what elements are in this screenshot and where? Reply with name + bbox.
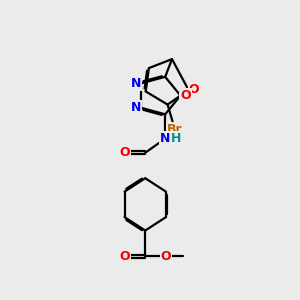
Text: O: O: [181, 89, 191, 102]
Text: O: O: [119, 146, 130, 159]
Text: Br: Br: [167, 123, 183, 136]
Text: O: O: [188, 83, 199, 97]
Text: H: H: [171, 132, 181, 145]
Text: N: N: [130, 77, 141, 90]
Text: N: N: [130, 101, 141, 114]
Text: N: N: [160, 132, 170, 145]
Text: O: O: [160, 250, 171, 262]
Text: O: O: [119, 250, 130, 262]
